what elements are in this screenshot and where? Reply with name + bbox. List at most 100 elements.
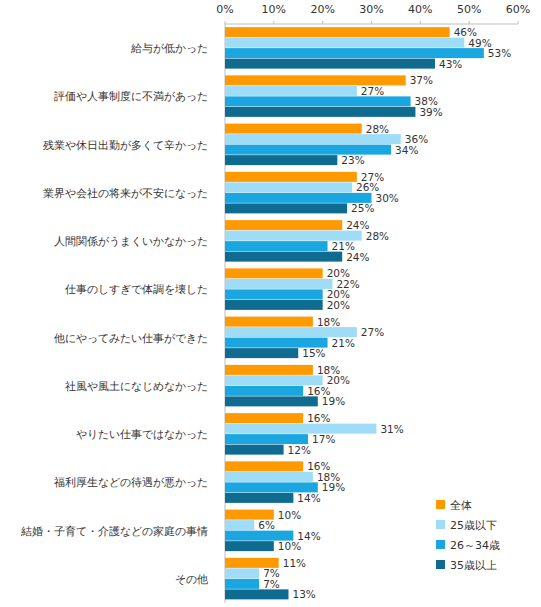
bar	[225, 145, 391, 155]
chart: 0% 10% 20% 30% 40% 50% 60% 給与が低かった評価や人事制度に不満があっ…	[0, 0, 541, 607]
bar	[225, 520, 254, 530]
data-label: 30%	[376, 192, 399, 204]
bar	[225, 579, 259, 589]
legend: 全体 25歳以下 26～34歳 35歳以上	[436, 499, 500, 572]
category-label: 社風や風土になじめなかった	[65, 380, 208, 393]
bar	[225, 338, 328, 348]
category-label: 給与が低かった	[130, 42, 208, 55]
bar	[225, 268, 323, 278]
bar	[225, 558, 279, 568]
bar	[225, 461, 303, 471]
data-label: 15%	[302, 347, 325, 359]
bar	[225, 75, 406, 85]
bar	[225, 172, 357, 182]
bar	[225, 38, 464, 48]
bar	[225, 27, 450, 37]
data-label: 16%	[307, 412, 330, 424]
data-label: 43%	[439, 58, 462, 70]
data-label: 31%	[380, 423, 403, 435]
data-label: 34%	[395, 144, 418, 156]
data-label: 20%	[327, 299, 350, 311]
category-label: 人間関係がうまくいかなかった	[54, 235, 208, 248]
legend-swatch	[436, 520, 445, 529]
bar	[225, 327, 357, 337]
data-label: 28%	[366, 123, 389, 135]
bar	[225, 365, 313, 375]
bar	[225, 124, 362, 134]
bar	[225, 396, 318, 406]
bar	[225, 96, 411, 106]
data-label: 18%	[317, 316, 340, 328]
data-label: 13%	[292, 588, 315, 600]
category-label: 評価や人事制度に不満があった	[54, 90, 208, 103]
tick-label: 10%	[262, 3, 286, 16]
category-label: その他	[175, 573, 208, 586]
data-labels: 46%37%28%27%24%20%18%18%16%16%10%11%49%2…	[258, 26, 511, 600]
bar	[225, 252, 342, 262]
bar	[225, 241, 328, 251]
bar	[225, 348, 298, 358]
bar	[225, 231, 362, 241]
legend-label: 全体	[450, 499, 472, 512]
data-label: 39%	[419, 106, 442, 118]
category-label: 業界や会社の将来が不安になった	[43, 187, 208, 200]
bar	[225, 424, 376, 434]
bar	[225, 107, 415, 117]
bar	[225, 472, 313, 482]
data-label: 21%	[332, 337, 355, 349]
data-label: 10%	[278, 540, 301, 552]
category-label: 結婚・子育て・介護などの家庭の事情	[20, 525, 208, 538]
bar	[225, 220, 342, 230]
bar	[225, 568, 259, 578]
bar	[225, 203, 347, 213]
legend-label: 25歳以下	[450, 519, 497, 532]
legend-label: 35歳以上	[450, 559, 497, 572]
bar	[225, 279, 332, 289]
data-label: 37%	[410, 74, 433, 86]
category-label: やりたい仕事ではなかった	[76, 428, 208, 441]
tick-label: 40%	[408, 3, 432, 16]
data-label: 6%	[258, 519, 275, 531]
bar	[225, 317, 313, 327]
data-label: 24%	[346, 251, 369, 263]
data-label: 28%	[366, 230, 389, 242]
data-label: 19%	[322, 481, 345, 493]
data-label: 25%	[351, 202, 374, 214]
category-label: 福利厚生などの待遇が悪かった	[54, 476, 208, 489]
data-label: 19%	[322, 395, 345, 407]
tick-label: 0%	[216, 3, 233, 16]
data-label: 17%	[312, 433, 335, 445]
bar	[225, 445, 284, 455]
data-label: 11%	[283, 557, 306, 569]
data-label: 10%	[278, 509, 301, 521]
bar	[225, 48, 484, 58]
bar	[225, 300, 323, 310]
bar	[225, 386, 303, 396]
bar	[225, 493, 293, 503]
category-label: 残業や休日出勤が多くて辛かった	[43, 139, 208, 152]
legend-swatch	[436, 500, 445, 509]
data-label: 14%	[297, 492, 320, 504]
tick-label: 50%	[457, 3, 481, 16]
category-label: 他にやってみたい仕事ができた	[54, 332, 208, 345]
legend-label: 26～34歳	[450, 539, 500, 552]
bar	[225, 59, 435, 69]
bar	[225, 86, 357, 96]
data-label: 27%	[361, 326, 384, 338]
category-label: 仕事のしすぎで体調を壊した	[65, 283, 208, 296]
bar	[225, 531, 293, 541]
tick-label: 30%	[359, 3, 383, 16]
data-label: 53%	[488, 47, 511, 59]
data-label: 12%	[288, 444, 311, 456]
bars	[225, 27, 484, 599]
tick-label: 20%	[310, 3, 334, 16]
bar	[225, 289, 323, 299]
legend-swatch	[436, 560, 445, 569]
bar	[225, 193, 372, 203]
bar	[225, 541, 274, 551]
data-label: 27%	[361, 85, 384, 97]
bar	[225, 510, 274, 520]
tick-label: 60%	[506, 3, 530, 16]
data-label: 7%	[263, 578, 280, 590]
bar	[225, 482, 318, 492]
